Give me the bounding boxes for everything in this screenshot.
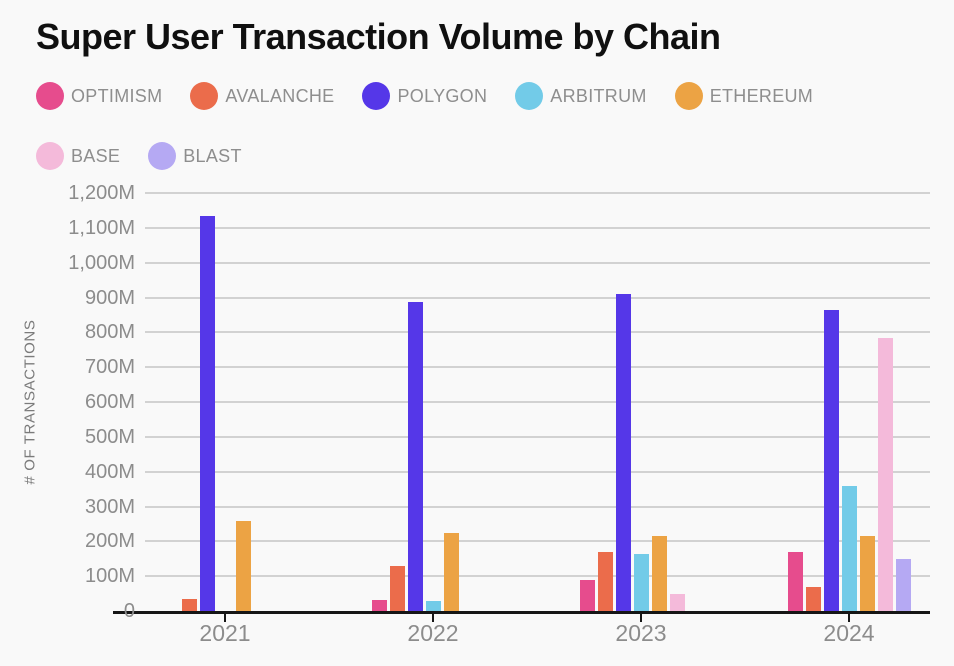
x-tick-label-2024: 2024 xyxy=(823,620,875,646)
bar-ethereum-2023 xyxy=(651,536,667,611)
y-tick-label: 200M xyxy=(84,530,135,553)
legend-swatch-polygon-icon xyxy=(362,82,391,110)
gridline-900M xyxy=(145,296,930,299)
legend-swatch-base-icon xyxy=(36,142,64,170)
bar-base-2024 xyxy=(877,338,893,611)
y-tick-label: 500M xyxy=(84,425,135,448)
legend: OPTIMISM AVALANCHE POLYGON ARBITRUM ETHEREUM… xyxy=(36,82,926,170)
legend-item-polygon[interactable]: POLYGON xyxy=(362,82,487,110)
x-tick-2021 xyxy=(224,614,226,622)
gridline-100M xyxy=(145,575,930,578)
x-tick-label-2022: 2022 xyxy=(407,620,459,646)
legend-label: BASE xyxy=(71,145,121,166)
bar-ethereum-2024 xyxy=(859,536,875,611)
bar-optimism-2022 xyxy=(371,600,387,611)
bar-polygon-2022 xyxy=(407,302,423,611)
bar-base-2023 xyxy=(669,594,685,611)
legend-item-ethereum[interactable]: ETHEREUM xyxy=(674,82,814,110)
bar-ethereum-2021 xyxy=(235,521,251,611)
bar-avalanche-2024 xyxy=(805,587,821,611)
legend-label: ARBITRUM xyxy=(550,85,647,106)
bar-arbitrum-2023 xyxy=(633,554,649,611)
y-axis-title: # OF TRANSACTIONS xyxy=(21,319,39,485)
bar-ethereum-2022 xyxy=(443,533,459,611)
y-tick-label: 700M xyxy=(84,356,135,379)
bar-blast-2024 xyxy=(895,559,911,611)
bar-polygon-2024 xyxy=(823,310,839,611)
legend-label: BLAST xyxy=(183,145,242,166)
gridline-1,100M xyxy=(145,226,930,229)
gridline-1,000M xyxy=(145,261,930,264)
bar-polygon-2023 xyxy=(615,294,631,611)
chart-title: Super User Transaction Volume by Chain xyxy=(36,16,721,57)
x-tick-label-2023: 2023 xyxy=(615,620,667,646)
legend-swatch-avalanche-icon xyxy=(190,82,219,110)
bar-optimism-2023 xyxy=(579,580,595,611)
y-tick-label: 900M xyxy=(84,286,135,309)
y-tick-label: 400M xyxy=(84,460,135,483)
gridline-300M xyxy=(145,505,930,508)
x-tick-label-2021: 2021 xyxy=(199,620,251,646)
y-tick-label: 800M xyxy=(84,321,135,344)
gridline-500M xyxy=(145,435,930,438)
x-axis-baseline xyxy=(113,611,930,614)
y-tick-label: 1,200M xyxy=(68,182,135,204)
legend-item-base[interactable]: BASE xyxy=(36,142,120,170)
legend-item-optimism[interactable]: OPTIMISM xyxy=(36,82,162,110)
legend-label: OPTIMISM xyxy=(71,85,163,106)
bar-arbitrum-2022 xyxy=(425,601,441,611)
gridline-1,200M xyxy=(145,192,930,194)
legend-label: AVALANCHE xyxy=(225,85,335,106)
x-tick-2024 xyxy=(848,614,850,622)
legend-swatch-blast-icon xyxy=(148,142,177,170)
legend-item-arbitrum[interactable]: ARBITRUM xyxy=(515,82,646,110)
gridline-700M xyxy=(145,366,930,369)
gridline-200M xyxy=(145,540,930,543)
gridline-400M xyxy=(145,470,930,473)
bar-optimism-2024 xyxy=(787,552,803,611)
bar-arbitrum-2024 xyxy=(841,486,857,611)
legend-swatch-optimism-icon xyxy=(36,82,64,110)
bar-polygon-2021 xyxy=(199,216,215,611)
legend-swatch-arbitrum-icon xyxy=(515,82,544,110)
gridline-600M xyxy=(145,401,930,403)
x-tick-2022 xyxy=(432,614,434,622)
y-tick-label: 100M xyxy=(84,565,135,588)
legend-label: POLYGON xyxy=(397,85,488,106)
y-tick-label: 300M xyxy=(84,495,135,518)
legend-item-blast[interactable]: BLAST xyxy=(148,142,242,170)
legend-swatch-ethereum-icon xyxy=(674,82,703,110)
y-tick-label: 0 xyxy=(123,600,135,622)
legend-item-avalanche[interactable]: AVALANCHE xyxy=(190,82,334,110)
legend-label: ETHEREUM xyxy=(709,85,814,106)
gridline-800M xyxy=(145,331,930,334)
x-tick-2023 xyxy=(640,614,642,622)
y-tick-label: 1,000M xyxy=(68,251,135,274)
bar-avalanche-2023 xyxy=(597,552,613,611)
y-tick-label: 1,100M xyxy=(68,216,135,239)
bar-avalanche-2022 xyxy=(389,566,405,611)
bar-avalanche-2021 xyxy=(181,599,197,611)
y-tick-label: 600M xyxy=(84,391,135,413)
